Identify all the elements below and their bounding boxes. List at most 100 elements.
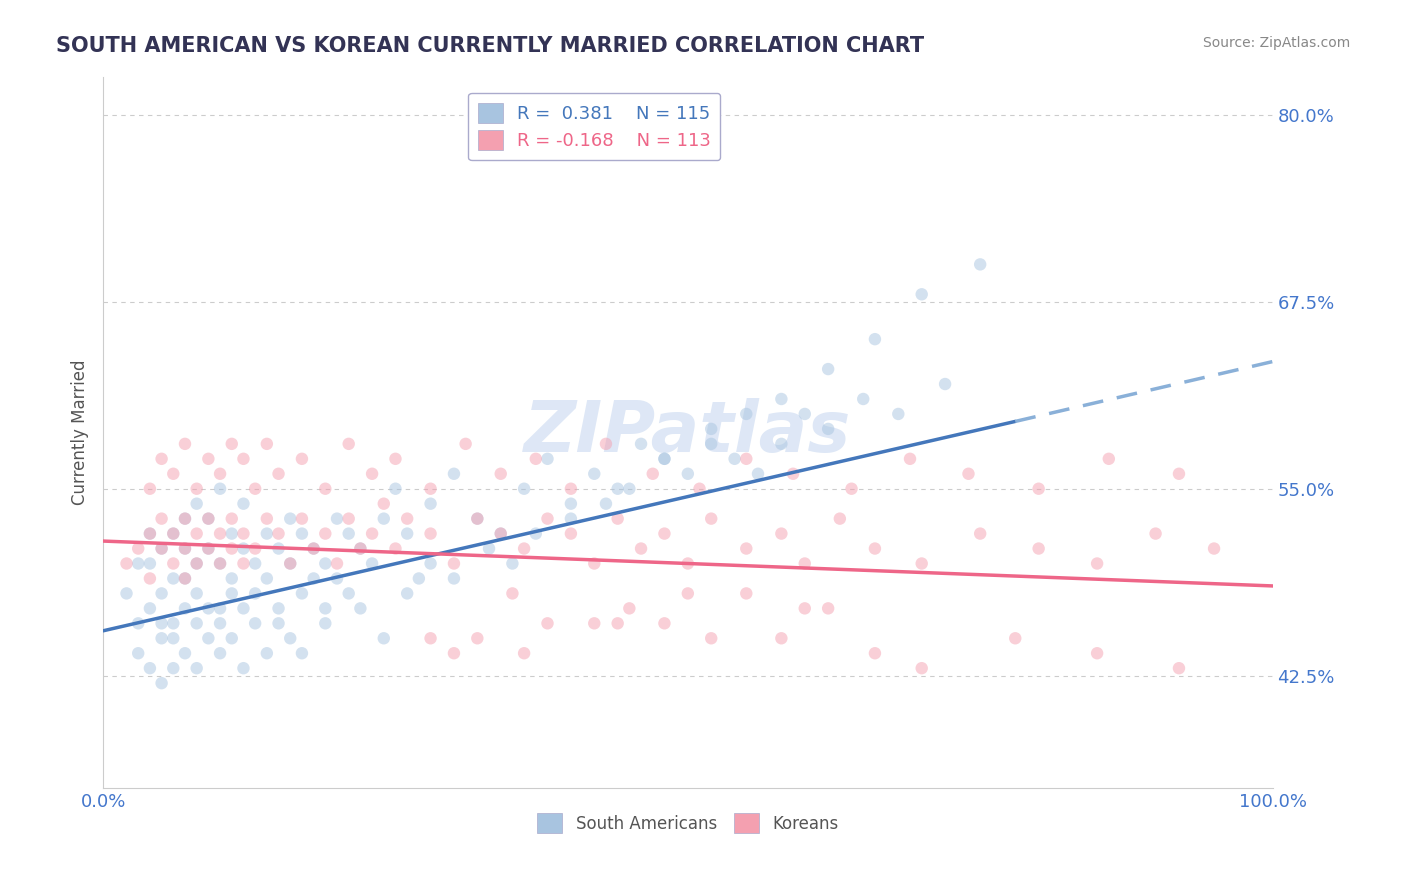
Point	[619, 601, 641, 615]
Point	[139, 661, 162, 675]
Point	[536, 616, 558, 631]
Point	[197, 632, 219, 646]
Point	[139, 601, 162, 615]
Point	[209, 616, 232, 631]
Point	[209, 557, 232, 571]
Point	[524, 451, 547, 466]
Text: SOUTH AMERICAN VS KOREAN CURRENTLY MARRIED CORRELATION CHART: SOUTH AMERICAN VS KOREAN CURRENTLY MARRI…	[56, 36, 924, 55]
Point	[606, 616, 628, 631]
Point	[817, 601, 839, 615]
Point	[291, 451, 314, 466]
Point	[654, 616, 676, 631]
Point	[209, 601, 232, 615]
Point	[209, 557, 232, 571]
Point	[478, 541, 501, 556]
Point	[630, 541, 652, 556]
Point	[863, 646, 886, 660]
Point	[127, 541, 149, 556]
Point	[221, 571, 243, 585]
Point	[186, 482, 208, 496]
Point	[267, 526, 290, 541]
Point	[1004, 632, 1026, 646]
Point	[337, 586, 360, 600]
Point	[373, 511, 395, 525]
Point	[1168, 661, 1191, 675]
Point	[817, 362, 839, 376]
Point	[934, 377, 956, 392]
Text: ZIPatlas: ZIPatlas	[524, 398, 852, 467]
Point	[256, 571, 278, 585]
Point	[174, 437, 197, 451]
Point	[139, 482, 162, 496]
Point	[186, 497, 208, 511]
Point	[465, 511, 488, 525]
Point	[221, 437, 243, 451]
Point	[489, 526, 512, 541]
Point	[465, 632, 488, 646]
Point	[326, 571, 349, 585]
Point	[209, 646, 232, 660]
Point	[162, 616, 184, 631]
Point	[349, 541, 371, 556]
Point	[501, 557, 523, 571]
Point	[911, 287, 934, 301]
Point	[513, 646, 536, 660]
Point	[186, 586, 208, 600]
Point	[654, 451, 676, 466]
Point	[793, 557, 815, 571]
Point	[221, 632, 243, 646]
Point	[221, 526, 243, 541]
Point	[256, 646, 278, 660]
Point	[291, 646, 314, 660]
Point	[278, 511, 301, 525]
Point	[291, 511, 314, 525]
Point	[828, 511, 851, 525]
Point	[314, 616, 336, 631]
Point	[326, 557, 349, 571]
Point	[174, 511, 197, 525]
Point	[150, 632, 173, 646]
Point	[793, 407, 815, 421]
Point	[770, 632, 793, 646]
Point	[583, 557, 606, 571]
Point	[186, 557, 208, 571]
Point	[408, 571, 430, 585]
Point	[150, 586, 173, 600]
Point	[689, 482, 711, 496]
Point	[186, 526, 208, 541]
Point	[361, 557, 384, 571]
Point	[174, 541, 197, 556]
Point	[174, 541, 197, 556]
Point	[969, 526, 991, 541]
Point	[243, 616, 266, 631]
Point	[863, 332, 886, 346]
Point	[1085, 557, 1108, 571]
Point	[676, 586, 699, 600]
Point	[256, 437, 278, 451]
Point	[443, 571, 465, 585]
Point	[782, 467, 804, 481]
Point	[302, 541, 325, 556]
Point	[221, 586, 243, 600]
Point	[969, 257, 991, 271]
Point	[174, 646, 197, 660]
Point	[150, 541, 173, 556]
Point	[256, 526, 278, 541]
Point	[443, 467, 465, 481]
Point	[419, 557, 441, 571]
Point	[197, 541, 219, 556]
Point	[337, 511, 360, 525]
Point	[278, 632, 301, 646]
Point	[278, 557, 301, 571]
Point	[770, 526, 793, 541]
Point	[221, 511, 243, 525]
Point	[291, 526, 314, 541]
Point	[267, 616, 290, 631]
Point	[209, 467, 232, 481]
Point	[150, 676, 173, 690]
Point	[384, 482, 406, 496]
Point	[232, 661, 254, 675]
Point	[654, 451, 676, 466]
Point	[817, 422, 839, 436]
Point	[373, 632, 395, 646]
